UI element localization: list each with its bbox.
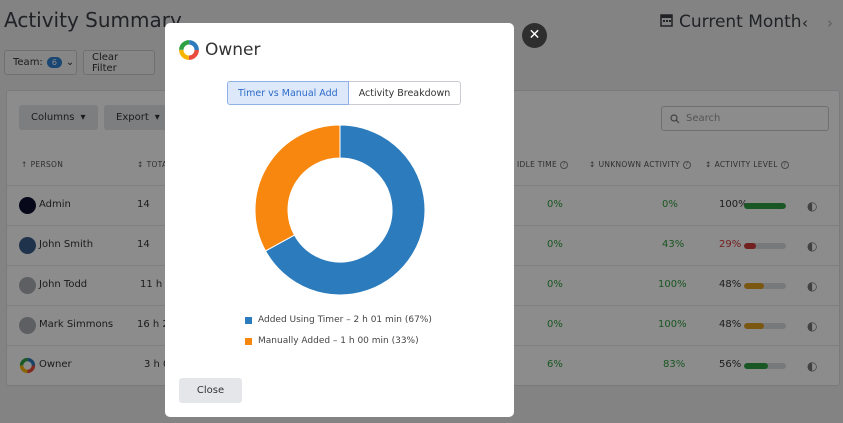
help-icon: ? [560, 160, 568, 169]
legend-swatch [245, 337, 252, 345]
donut-chart [254, 124, 426, 296]
loading-icon[interactable]: ◐ [807, 319, 818, 333]
search-icon [670, 113, 680, 123]
loading-icon[interactable]: ◐ [807, 239, 818, 253]
activity-level-fill [744, 243, 757, 249]
team-filter-label: Team: [13, 57, 43, 68]
export-label: Export [116, 112, 149, 123]
activity-level-fill [744, 323, 765, 329]
sort-icon: ↑ [21, 160, 28, 169]
activity-level-fill [744, 203, 786, 209]
table-row[interactable]: Mark Simmons 16 h 2 0% 100% 48% ◐ [7, 306, 841, 346]
activity-level-fill [744, 363, 768, 369]
clear-filter-button[interactable]: Clear Filter [83, 50, 155, 75]
logo-icon [178, 39, 200, 65]
activity-level: 48% [719, 279, 742, 290]
team-count-badge: 6 [46, 57, 62, 68]
activity-level-bar [744, 283, 786, 289]
chevron-left-icon[interactable]: ‹ [802, 14, 808, 32]
chart-tabs: Timer vs Manual Add Activity Breakdown [227, 81, 462, 105]
search-input[interactable]: Search [661, 106, 829, 131]
avatar [19, 317, 36, 334]
idle-time: 0% [547, 319, 563, 330]
columns-button[interactable]: Columns ▾ [19, 105, 98, 130]
chevron-down-icon: ▾ [154, 112, 160, 123]
legend-item[interactable]: Added Using Timer – 2 h 01 min (67%) [245, 315, 432, 325]
idle-time: 0% [547, 199, 563, 210]
idle-time: 0% [547, 239, 563, 250]
column-header-unknown[interactable]: ↕ UNKNOWN ACTIVITY? [589, 160, 691, 169]
unknown-activity: 100% [658, 319, 687, 330]
person-name: John Smith [39, 239, 94, 250]
help-icon: ? [682, 160, 691, 169]
idle-time: 0% [547, 279, 563, 290]
period-selector[interactable]: Current Month [660, 12, 802, 32]
column-header-idle[interactable]: IDLE TIME? [517, 160, 568, 169]
person-name: Mark Simmons [39, 319, 114, 330]
activity-level: 56% [719, 359, 742, 370]
page-title: Activity Summary [4, 8, 182, 32]
activity-level: 48% [719, 319, 742, 330]
legend-item[interactable]: Manually Added – 1 h 00 min (33%) [245, 336, 419, 346]
close-button[interactable]: Close [179, 378, 242, 403]
total-time: 16 h 2 [137, 319, 169, 330]
export-button[interactable]: Export ▾ [104, 105, 172, 130]
person-name: Owner [39, 359, 72, 370]
avatar [19, 277, 36, 294]
legend-label: Added Using Timer – 2 h 01 min (67%) [258, 315, 432, 325]
person-name: John Todd [39, 279, 88, 290]
activity-level: 29% [719, 239, 742, 250]
team-filter-button[interactable]: Team: 6 ⌄ [4, 50, 77, 75]
legend-swatch [245, 316, 252, 324]
tab-activity-breakdown[interactable]: Activity Breakdown [348, 81, 462, 105]
search-placeholder: Search [686, 113, 721, 124]
total-time: 14 [137, 199, 150, 210]
avatar [19, 357, 36, 374]
person-name: Admin [39, 199, 71, 210]
activity-level-bar [744, 323, 786, 329]
period-label: Current Month [679, 12, 802, 32]
unknown-activity: 43% [662, 239, 685, 250]
sort-icon: ↕ [589, 160, 596, 169]
chevron-down-icon: ▾ [80, 112, 86, 123]
column-header-level[interactable]: ↕ ACTIVITY LEVEL? [705, 160, 789, 169]
columns-label: Columns [31, 112, 75, 123]
unknown-activity: 0% [662, 199, 678, 210]
loading-icon[interactable]: ◐ [807, 279, 818, 293]
column-header-total[interactable]: ↕ TOTAL [137, 160, 172, 169]
activity-level-bar [744, 243, 786, 249]
chevron-down-icon: ⌄ [65, 57, 75, 68]
activity-level-fill [744, 283, 765, 289]
loading-icon[interactable]: ◐ [807, 359, 818, 373]
column-header-person[interactable]: ↑ PERSON [21, 160, 64, 169]
activity-level-bar [744, 203, 786, 209]
table-row[interactable]: John Todd 11 h 5 0% 100% 48% ◐ [7, 266, 841, 306]
avatar [19, 237, 36, 254]
owner-modal: Owner Timer vs Manual Add Activity Break… [165, 23, 514, 417]
calendar-icon [660, 12, 673, 32]
table-row[interactable]: Admin 14 0% 0% 100% ◐ [7, 186, 841, 226]
activity-level-bar [744, 363, 786, 369]
sort-icon: ↕ [705, 160, 712, 169]
total-time: 3 h 0 [144, 359, 170, 370]
table-row[interactable]: John Smith 14 0% 43% 29% ◐ [7, 226, 841, 266]
unknown-activity: 100% [658, 279, 687, 290]
chevron-right-icon[interactable]: › [827, 14, 833, 32]
modal-title: Owner [205, 40, 261, 60]
total-time: 14 [137, 239, 150, 250]
sort-icon: ↕ [137, 160, 144, 169]
donut-slice-1[interactable] [254, 124, 341, 252]
close-icon[interactable]: ✕ [522, 23, 547, 48]
donut-slice-0[interactable] [264, 124, 426, 296]
help-icon: ? [780, 160, 789, 169]
activity-level: 100% [719, 199, 748, 210]
tab-timer-vs-manual[interactable]: Timer vs Manual Add [227, 81, 349, 105]
idle-time: 6% [547, 359, 563, 370]
unknown-activity: 83% [663, 359, 686, 370]
avatar [19, 197, 36, 214]
total-time: 11 h 5 [140, 279, 172, 290]
table-row[interactable]: Owner 3 h 0 6% 83% 56% ◐ [7, 346, 841, 386]
legend-label: Manually Added – 1 h 00 min (33%) [258, 336, 419, 346]
loading-icon[interactable]: ◐ [807, 199, 818, 213]
